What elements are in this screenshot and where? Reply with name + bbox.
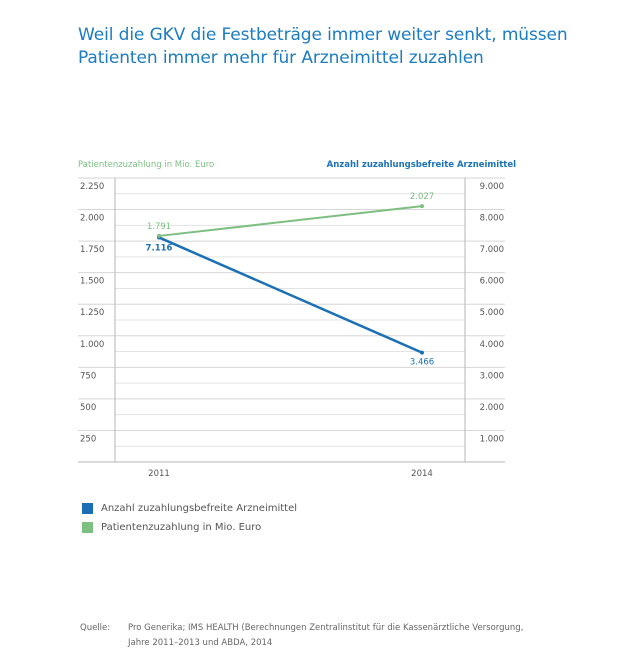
left-tick-label: 750 [80,371,96,381]
legend-item-blue: Anzahl zuzahlungsbefreite Arzneimittel [82,499,297,518]
source-line-2: Jahre 2011–2013 und ABDA, 2014 [128,638,273,648]
legend: Anzahl zuzahlungsbefreite Arzneimittel P… [82,499,297,537]
blue-series-line [158,236,423,354]
legend-item-green: Patientenzuzahlung in Mio. Euro [82,518,297,537]
left-tick-label: 1.500 [80,277,104,287]
green-series-line [158,205,423,237]
left-tick-label: 1.000 [80,340,104,350]
legend-swatch-blue [82,503,93,514]
source-key: Quelle: [80,623,111,633]
legend-label: Anzahl zuzahlungsbefreite Arzneimittel [101,503,298,514]
left-axis-title: Patientenzuzahlung in Mio. Euro [78,160,215,170]
right-tick-label: 2.000 [480,403,504,413]
blue-series-point [420,350,424,355]
legend-label: Patientenzuzahlung in Mio. Euro [101,522,262,533]
left-tick-label: 2.000 [80,214,104,224]
right-tick-label: 4.000 [480,340,504,350]
right-axis-title: Anzahl zuzahlungsbefreite Arzneimittel [326,160,516,170]
right-tick-label: 8.000 [480,214,504,224]
x-tick-label: 2011 [148,469,170,479]
right-tick-label: 3.000 [480,371,504,381]
chart-title-line-2: Patienten immer mehr für Arzneimittel zu… [78,48,484,68]
right-tick-label: 1.000 [480,434,504,444]
blue-series-data-label: 3.466 [410,358,434,368]
x-tick-label: 2014 [411,469,433,479]
chart-title-line-1: Weil die GKV die Festbeträge immer weite… [78,25,568,45]
blue-series-data-label: 7.116 [146,243,173,253]
right-tick-label: 7.000 [480,245,504,255]
legend-swatch-green [82,522,93,533]
left-tick-label: 2.250 [80,182,104,192]
green-series-data-label: 1.791 [147,222,171,232]
left-tick-label: 1.250 [80,308,104,318]
left-tick-label: 1.750 [80,245,104,255]
right-tick-label: 5.000 [480,308,504,318]
left-tick-label: 250 [80,434,96,444]
green-series-point [157,233,161,238]
right-tick-label: 9.000 [480,182,504,192]
source-note: Quelle: Pro Generika; IMS HEALTH (Berech… [80,621,523,651]
source-line-1: Pro Generika; IMS HEALTH (Berechnungen Z… [128,623,524,633]
green-series-point [420,204,424,209]
chart-title: Weil die GKV die Festbeträge immer weite… [78,24,568,70]
green-series-data-label: 2.027 [410,192,434,202]
right-tick-label: 6.000 [480,277,504,287]
left-tick-label: 500 [80,403,96,413]
